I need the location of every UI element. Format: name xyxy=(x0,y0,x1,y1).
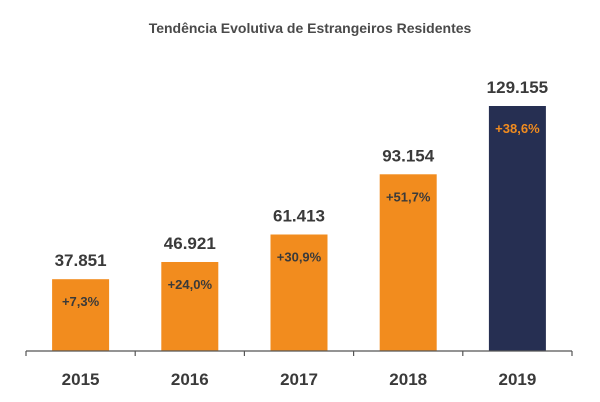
bar-2015 xyxy=(52,279,110,351)
bar-2016 xyxy=(161,261,219,351)
chart-title: Tendência Evolutiva de Estrangeiros Resi… xyxy=(149,20,472,36)
x-tick-label-2019: 2019 xyxy=(498,370,536,389)
growth-label-2019: +38,6% xyxy=(495,121,540,136)
growth-label-2017: +30,9% xyxy=(277,250,322,265)
value-label-2018: 93.154 xyxy=(382,146,435,165)
x-tick-label-2015: 2015 xyxy=(62,370,100,389)
bar-2018 xyxy=(379,174,437,351)
bar-2017 xyxy=(270,234,328,351)
value-label-2015: 37.851 xyxy=(55,251,107,270)
value-label-2017: 61.413 xyxy=(273,207,325,226)
growth-label-2015: +7,3% xyxy=(62,294,100,309)
growth-label-2018: +51,7% xyxy=(386,189,431,204)
x-tick-label-2017: 2017 xyxy=(280,370,318,389)
x-tick-label-2018: 2018 xyxy=(389,370,427,389)
value-label-2016: 46.921 xyxy=(164,234,216,253)
value-label-2019: 129.155 xyxy=(487,78,548,97)
x-tick-label-2016: 2016 xyxy=(171,370,209,389)
growth-label-2016: +24,0% xyxy=(168,277,213,292)
bar-2019 xyxy=(488,106,546,351)
